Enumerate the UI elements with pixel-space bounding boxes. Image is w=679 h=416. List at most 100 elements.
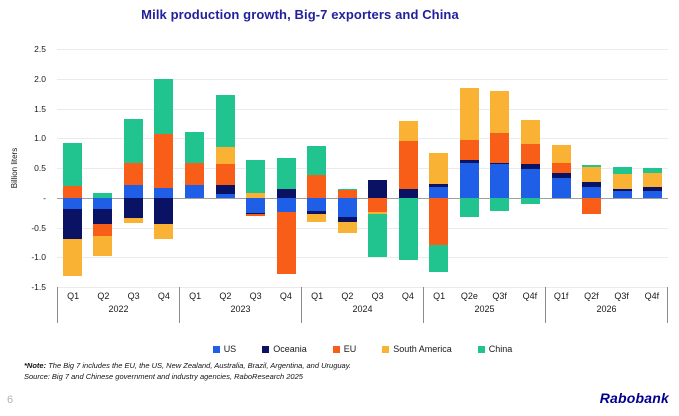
bar-segment-eu: [551, 163, 571, 173]
bar-segment-south-america: [490, 90, 510, 134]
x-axis-group-2023: Q1 Q2 Q3 Q4 2023: [179, 287, 301, 323]
bar-segment-china: [459, 197, 479, 218]
bar-segment-eu: [368, 197, 388, 213]
bar-slot: [546, 49, 577, 287]
bar-2026-q1f: [551, 49, 571, 287]
bar-segment-oceania: [521, 164, 541, 169]
year-group-2023: [179, 49, 301, 287]
year-label: 2025: [474, 304, 495, 314]
year-label: 2022: [108, 304, 129, 314]
quarter-label: Q1: [189, 291, 202, 301]
bar-segment-china: [337, 188, 357, 190]
bar-segment-eu: [398, 140, 418, 189]
bar-segment-south-america: [337, 221, 357, 234]
quarter-label: Q3: [249, 291, 262, 301]
quarter-labels: Q1 Q2 Q3 Q4: [58, 287, 179, 301]
bar-slot: [57, 49, 88, 287]
quarter-label: Q2f: [584, 291, 599, 301]
bar-slot: [637, 49, 668, 287]
bar-segment-china: [123, 119, 143, 164]
y-tick-label: 2.5: [34, 44, 46, 54]
footnote-note-label: *Note:: [24, 361, 47, 370]
bar-2023-q2: [215, 49, 235, 287]
bar-segment-china: [93, 192, 113, 198]
bar-segment-us: [276, 197, 296, 213]
y-tick-label: 1.5: [34, 103, 46, 114]
bar-segment-south-america: [429, 152, 449, 185]
bar-2022-q3: [123, 49, 143, 287]
y-tick-label: 0.5: [34, 163, 46, 173]
quarter-label: Q2: [97, 291, 110, 301]
bar-slot: [179, 49, 210, 287]
bar-segment-us: [62, 197, 82, 210]
y-tick-label: 2.0: [34, 73, 46, 84]
bar-2022-q2: [93, 49, 113, 287]
bar-2023-q4: [276, 49, 296, 287]
bar-segment-us: [643, 191, 663, 198]
bar-segment-south-america: [551, 145, 571, 164]
footnotes: *Note: The Big 7 includes the EU, the US…: [24, 361, 351, 382]
bar-segment-south-america: [368, 212, 388, 215]
bar-segment-china: [582, 165, 602, 167]
legend-label-south-america: South America: [393, 344, 452, 354]
quarter-label: Q2: [219, 291, 232, 301]
footnote-note: *Note: The Big 7 includes the EU, the US…: [24, 361, 351, 372]
y-tick-label: -: [43, 192, 46, 203]
legend-swatch-south-america: [382, 345, 390, 353]
bar-segment-eu: [582, 197, 602, 214]
bar-segment-us: [307, 197, 327, 212]
quarter-label: Q2e: [460, 291, 478, 301]
bar-2023-q1: [184, 49, 204, 287]
bar-segment-south-america: [521, 120, 541, 144]
y-tick-label: -1.0: [31, 252, 46, 263]
x-axis-group-2025: Q1 Q2e Q3f Q4f 2025: [423, 287, 545, 323]
bar-segment-oceania: [643, 187, 663, 192]
bar-slot: [454, 49, 485, 287]
quarter-labels: Q1 Q2 Q3 Q4: [180, 287, 301, 301]
bar-segment-south-america: [582, 166, 602, 183]
bar-segment-eu: [490, 133, 510, 163]
bar-segment-china: [490, 197, 510, 211]
bar-segment-eu: [429, 197, 449, 245]
page-number: 6: [7, 394, 14, 406]
bar-segment-china: [246, 159, 266, 193]
bar-segment-south-america: [459, 87, 479, 141]
bar-segment-eu: [184, 162, 204, 185]
bar-slot: [88, 49, 119, 287]
legend-swatch-china: [477, 345, 485, 353]
quarter-label: Q3: [371, 291, 384, 301]
quarter-label: Q4: [279, 291, 292, 301]
bar-2025-q2e: [459, 49, 479, 287]
bar-segment-oceania: [246, 212, 266, 214]
bar-segment-south-america: [123, 217, 143, 224]
bar-2026-q2f: [582, 49, 602, 287]
bar-segment-south-america: [62, 238, 82, 276]
bar-2022-q4: [154, 49, 174, 287]
bar-2025-q3f: [490, 49, 510, 287]
quarter-labels: Q1 Q2e Q3f Q4f: [424, 287, 545, 301]
quarter-label: Q3: [127, 291, 140, 301]
legend-label-eu: EU: [343, 344, 357, 354]
bar-segment-eu: [62, 186, 82, 198]
bar-segment-us: [246, 197, 266, 213]
bar-segment-china: [307, 145, 327, 176]
year-group-2024: [301, 49, 423, 287]
bar-segment-oceania: [459, 160, 479, 164]
bar-segment-eu: [246, 213, 266, 216]
y-axis-ticks: 2.5 2.0 1.5 1.0 0.5 - -0.5 -1.0 -1.5: [0, 44, 48, 292]
gridline--1.5: [57, 287, 668, 288]
legend-item-oceania: Oceania: [262, 344, 307, 354]
gridline--: [57, 197, 668, 199]
bar-slot: [332, 49, 363, 287]
legend: US Oceania EU South America China: [57, 344, 668, 354]
bar-2025-q1: [429, 49, 449, 287]
year-label: 2026: [596, 304, 617, 314]
bar-slot: [210, 49, 241, 287]
legend-item-eu: EU: [332, 344, 357, 354]
bar-slot: [393, 49, 424, 287]
quarter-label: Q3f: [614, 291, 629, 301]
rabobank-logo: Rabobank: [599, 390, 669, 406]
legend-swatch-oceania: [262, 345, 270, 353]
bar-segment-us: [459, 163, 479, 198]
bar-2022-q1: [62, 49, 82, 287]
